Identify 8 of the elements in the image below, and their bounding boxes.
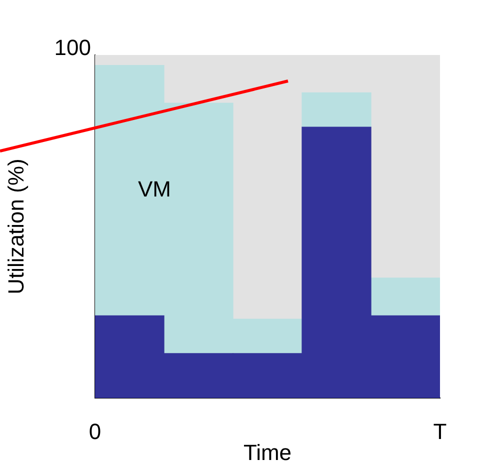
text: T <box>433 419 447 444</box>
x-axis-title: Time <box>243 440 292 465</box>
series-label: VM <box>138 176 171 202</box>
y-axis-title: Utilization (%) <box>3 158 28 294</box>
bar <box>370 278 440 316</box>
text: 0 <box>88 419 102 444</box>
text: 100 <box>54 35 91 60</box>
bar <box>302 92 372 128</box>
